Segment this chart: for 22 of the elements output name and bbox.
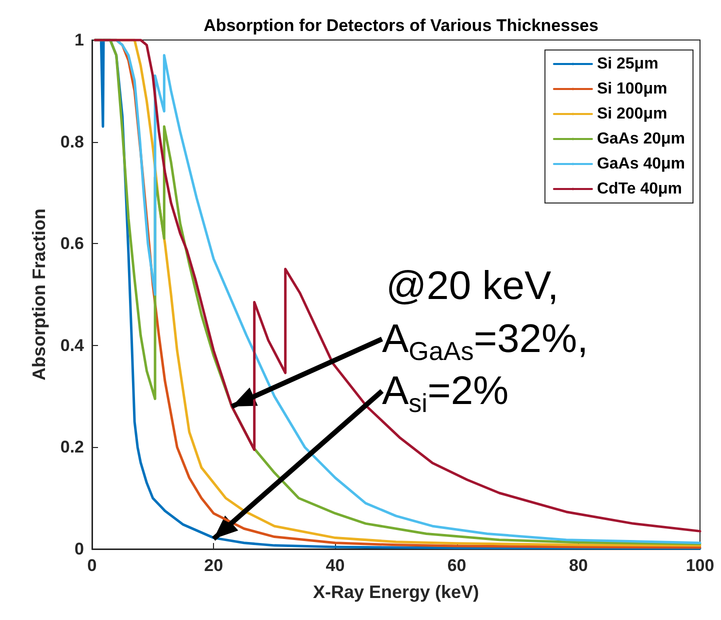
y-tick-label: 0.2 bbox=[60, 438, 84, 457]
y-tick-label: 1 bbox=[74, 30, 84, 50]
y-axis-title: Absorption Fraction bbox=[29, 208, 49, 380]
x-tick-label: 20 bbox=[204, 556, 224, 575]
legend-label: GaAs 20μm bbox=[596, 130, 686, 148]
y-tick-label: 0.6 bbox=[60, 234, 84, 254]
legend-label: Si 100μm bbox=[596, 80, 668, 98]
y-tick-label: 0.4 bbox=[60, 336, 85, 355]
legend-label: GaAs 40μm bbox=[596, 156, 686, 172]
x-tick-label: 100 bbox=[686, 556, 714, 575]
chart-title: Absorption for Detectors of Various Thicknesses bbox=[204, 16, 598, 35]
y-tick-label: 0 bbox=[74, 540, 84, 558]
x-tick-label: 40 bbox=[326, 556, 345, 575]
annotation: @20 keV, bbox=[386, 263, 559, 309]
x-tick-label: 0 bbox=[87, 556, 97, 575]
x-axis-title: X-Ray Energy (keV) bbox=[312, 582, 480, 602]
x-tick-label: 60 bbox=[447, 556, 466, 575]
legend-label: CdTe 40μm bbox=[596, 180, 682, 198]
legend-label: Si 200μm bbox=[596, 106, 668, 122]
legend-label: Si 25μm bbox=[596, 56, 658, 72]
x-tick-label: 80 bbox=[568, 556, 588, 575]
y-tick-label: 0.8 bbox=[60, 132, 84, 152]
